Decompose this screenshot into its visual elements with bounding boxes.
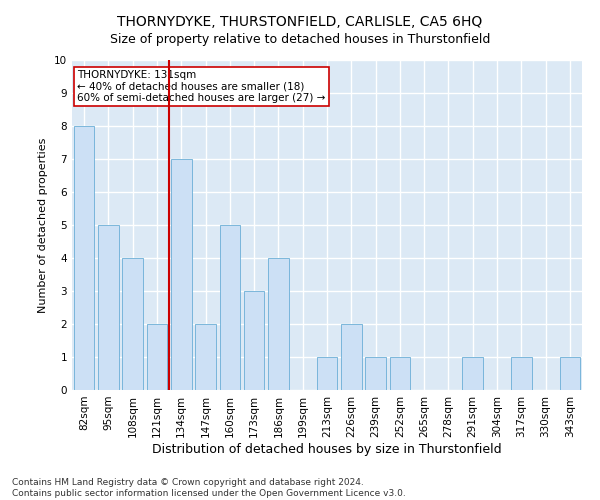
Bar (244, 291, 265, 390)
Bar (560, 357, 580, 390)
Y-axis label: Number of detached properties: Number of detached properties (38, 138, 49, 312)
Bar (122, 258, 143, 390)
Bar (171, 159, 191, 390)
Bar (511, 357, 532, 390)
Bar (146, 324, 167, 390)
Bar (98, 225, 119, 390)
Bar (463, 357, 483, 390)
Bar (389, 357, 410, 390)
Bar (74, 126, 94, 390)
Text: Size of property relative to detached houses in Thurstonfield: Size of property relative to detached ho… (110, 32, 490, 46)
Bar (268, 258, 289, 390)
X-axis label: Distribution of detached houses by size in Thurstonfield: Distribution of detached houses by size … (152, 442, 502, 456)
Bar (365, 357, 386, 390)
Text: THORNYDYKE, THURSTONFIELD, CARLISLE, CA5 6HQ: THORNYDYKE, THURSTONFIELD, CARLISLE, CA5… (118, 15, 482, 29)
Bar (220, 225, 240, 390)
Text: THORNYDYKE: 131sqm
← 40% of detached houses are smaller (18)
60% of semi-detache: THORNYDYKE: 131sqm ← 40% of detached hou… (77, 70, 325, 103)
Bar (341, 324, 362, 390)
Bar (195, 324, 216, 390)
Text: Contains HM Land Registry data © Crown copyright and database right 2024.
Contai: Contains HM Land Registry data © Crown c… (12, 478, 406, 498)
Bar (317, 357, 337, 390)
